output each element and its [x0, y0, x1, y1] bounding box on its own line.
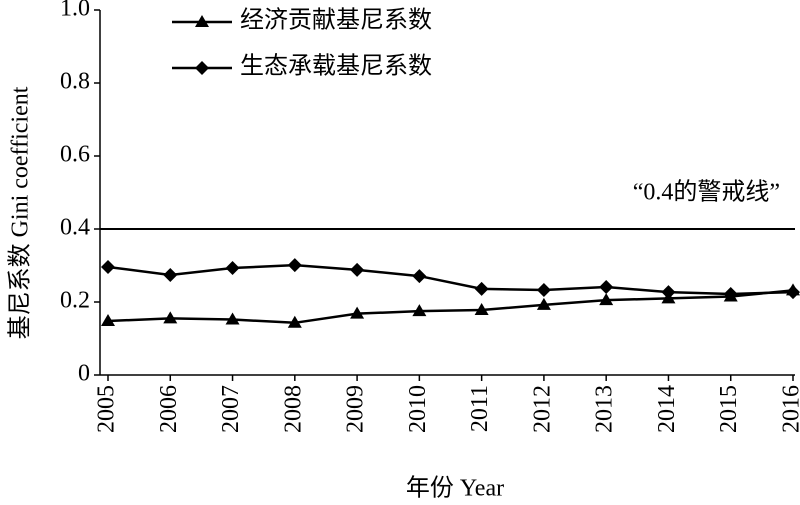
data-point	[225, 261, 240, 276]
legend-label: 生态承载基尼系数	[240, 53, 432, 80]
data-point	[101, 259, 115, 274]
y-tick-label: 0.8	[60, 69, 90, 95]
x-tick-label: 2013	[592, 385, 618, 433]
x-axis-label: 年份 Year	[406, 475, 504, 502]
x-tick-label: 2015	[716, 385, 742, 433]
data-point	[599, 280, 614, 295]
legend-marker	[195, 15, 209, 27]
x-tick-label: 2008	[280, 385, 306, 433]
legend-label: 经济贡献基尼系数	[240, 7, 432, 34]
y-tick-label: 1.0	[60, 0, 90, 22]
legend-marker	[195, 61, 209, 75]
data-point	[163, 311, 178, 324]
y-tick-label: 0	[78, 361, 90, 387]
data-point	[723, 286, 738, 301]
data-point	[412, 269, 427, 284]
data-point	[536, 282, 551, 297]
x-tick-label: 2007	[218, 385, 244, 433]
x-tick-label: 2014	[654, 385, 680, 433]
y-tick-label: 0.4	[60, 215, 90, 241]
data-point	[287, 315, 302, 328]
x-tick-label: 2009	[343, 385, 369, 433]
data-point	[412, 304, 427, 317]
data-point	[599, 293, 614, 306]
data-point	[350, 262, 365, 277]
y-tick-label: 0.2	[60, 288, 90, 314]
data-point	[163, 267, 178, 282]
x-tick-label: 2006	[156, 385, 182, 433]
x-tick-label: 2016	[779, 385, 800, 433]
x-tick-label: 2010	[405, 385, 431, 433]
data-point	[225, 312, 240, 325]
x-tick-label: 2012	[529, 385, 555, 433]
data-point	[786, 285, 800, 300]
data-point	[474, 281, 489, 296]
y-tick-label: 0.6	[60, 142, 90, 168]
data-point	[101, 313, 115, 326]
x-tick-label: 2011	[467, 385, 493, 432]
data-point	[287, 258, 302, 273]
data-point	[661, 285, 676, 300]
data-point	[474, 303, 489, 316]
y-axis-label: 基尼系数 Gini coefficient	[7, 86, 34, 339]
series-line	[107, 263, 794, 296]
reference-label: “0.4的警戒线”	[633, 179, 780, 206]
data-point	[350, 306, 365, 319]
x-tick-label: 2005	[94, 385, 120, 433]
data-point	[536, 297, 551, 310]
series-line	[107, 289, 794, 325]
